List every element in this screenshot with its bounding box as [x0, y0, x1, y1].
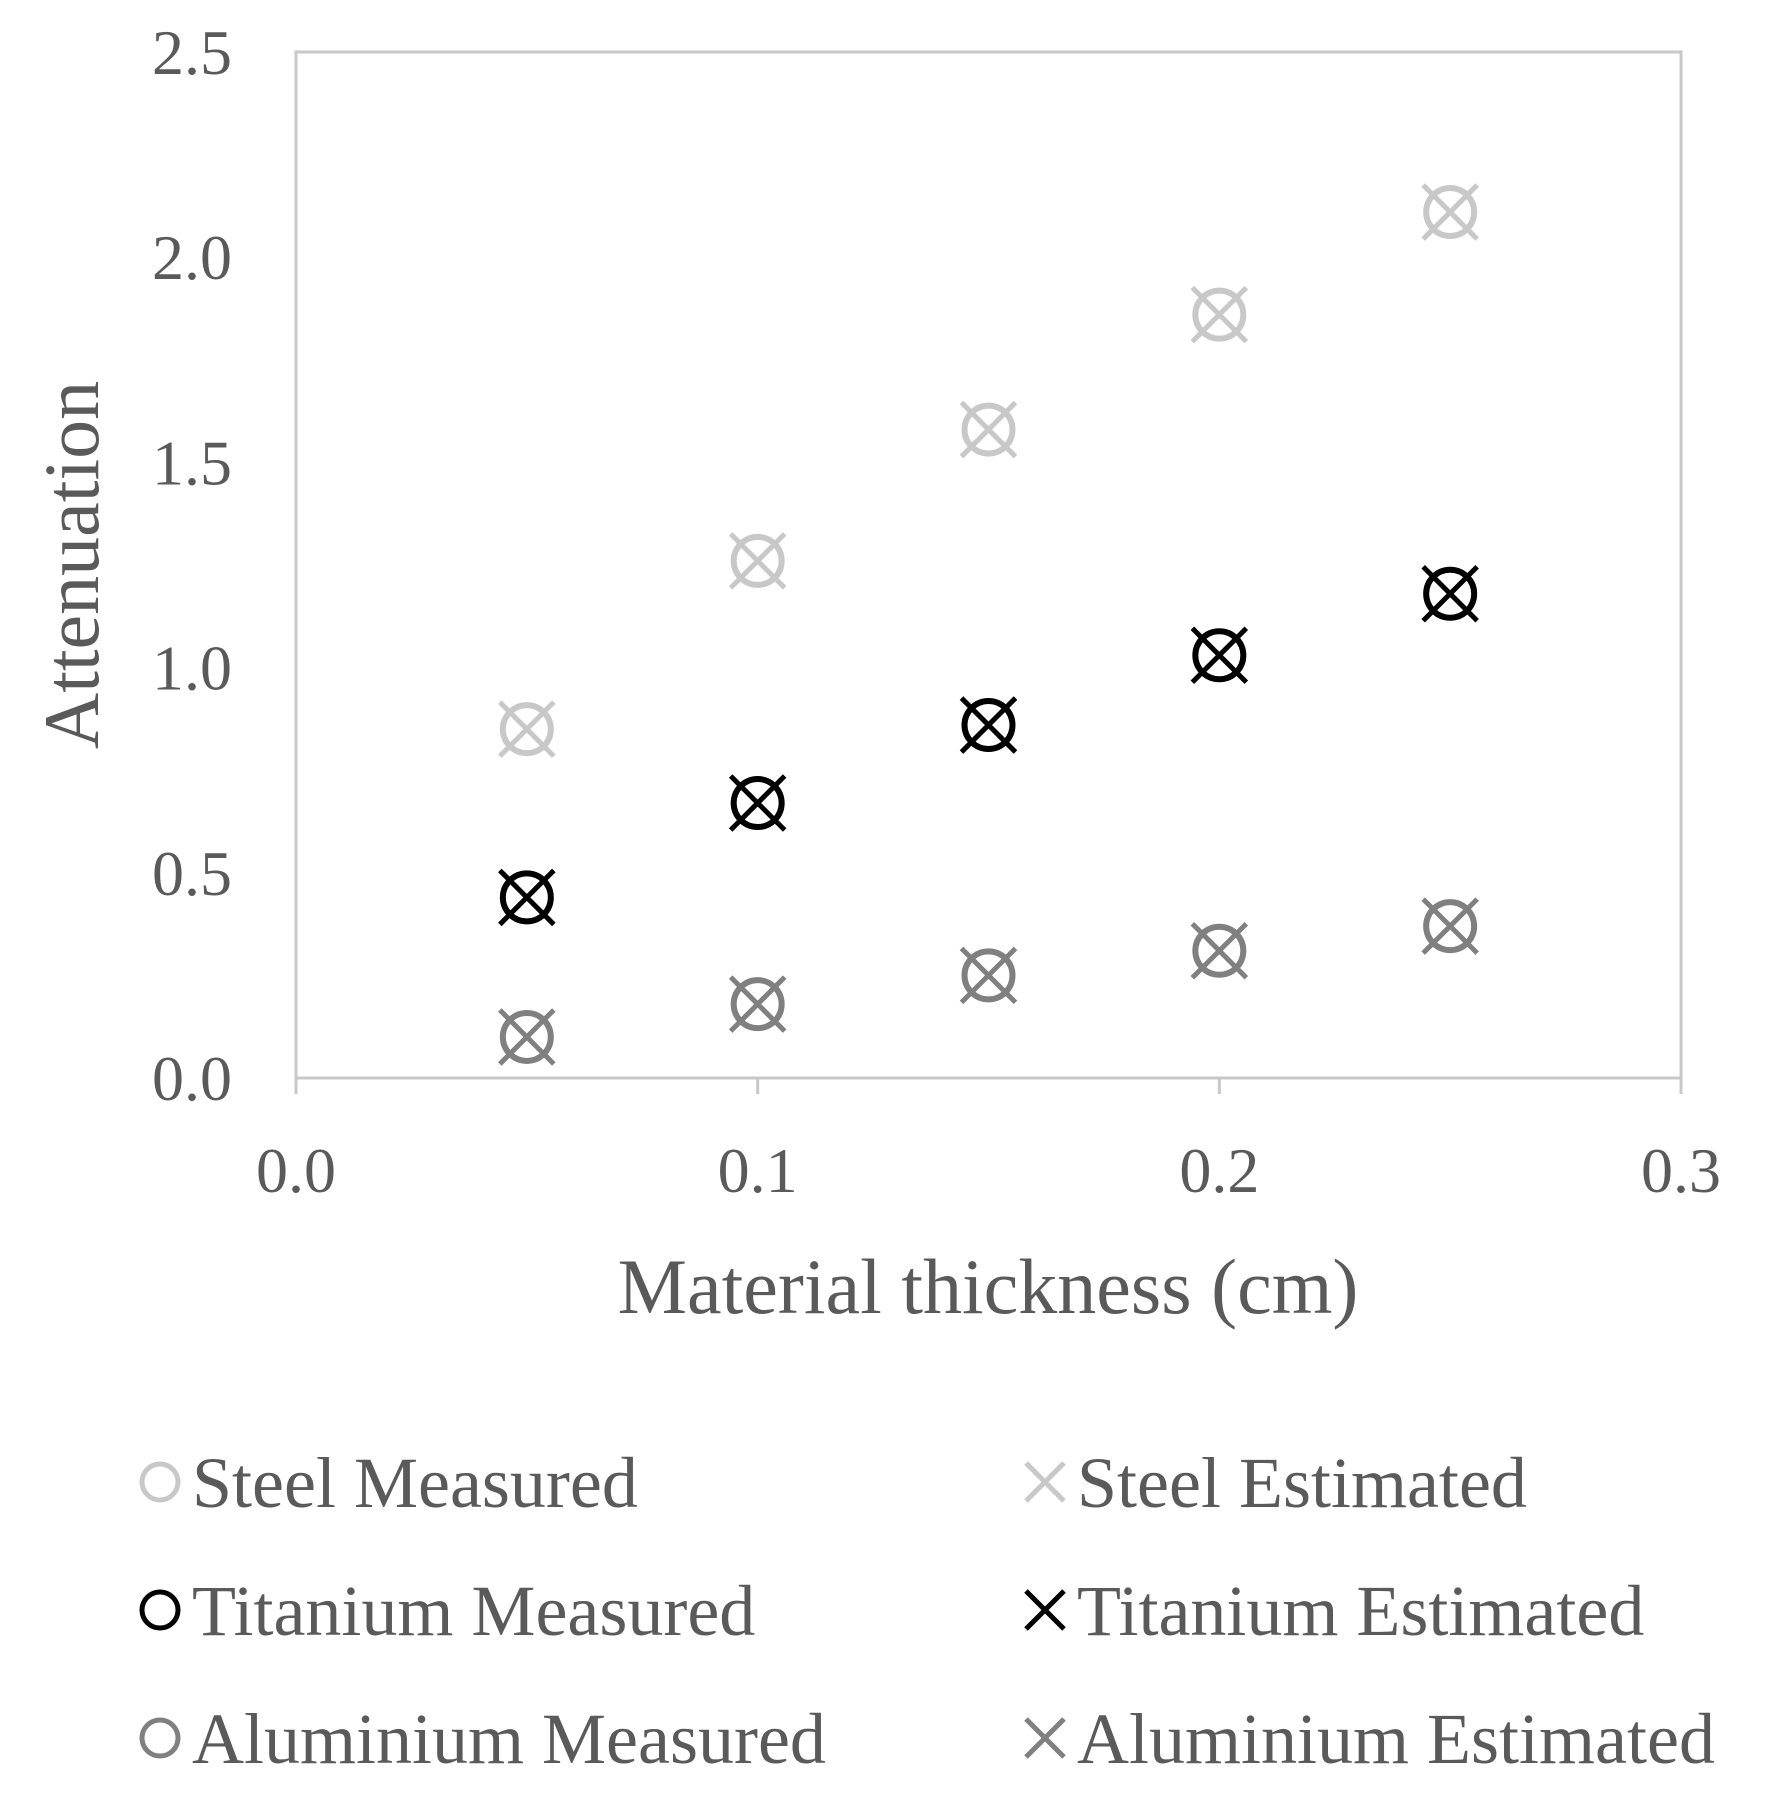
- legend: Steel Measured Steel Estimated Titanium Me…: [139, 1443, 1715, 1779]
- x-tick-label: 0.2: [1179, 1135, 1259, 1206]
- x-tick-label: 0.3: [1641, 1135, 1721, 1206]
- y-tick-label: 2.5: [152, 17, 232, 88]
- titanium-measured-point: [499, 870, 554, 925]
- legend-label-steel-measured: Steel Measured: [192, 1443, 638, 1523]
- steel-measured-point: [1423, 185, 1478, 240]
- titanium-measured-point: [961, 698, 1016, 753]
- steel-estimated-point: [1421, 183, 1479, 241]
- x-tick-label: 0.1: [718, 1135, 798, 1206]
- data-marks: [498, 183, 1479, 1066]
- x-axis-ticks: 0.0 0.1 0.2 0.3: [256, 1078, 1721, 1206]
- y-tick-label: 1.5: [152, 427, 232, 498]
- titanium-estimated-point: [1421, 564, 1479, 623]
- x-axis-title: Material thickness (cm): [618, 1243, 1359, 1330]
- titanium-measured-point: [1423, 566, 1478, 621]
- legend-marker-titanium-estimated: [1024, 1589, 1066, 1631]
- steel-estimated-point: [1190, 285, 1249, 344]
- aluminium-measured-point: [499, 1009, 554, 1064]
- y-tick-label: 0.0: [152, 1043, 232, 1114]
- steel-measured-point: [730, 533, 785, 588]
- y-tick-label: 1.0: [152, 633, 232, 704]
- titanium-measured-point: [1192, 628, 1247, 683]
- titanium-estimated-point: [1190, 626, 1249, 685]
- aluminium-estimated-point: [728, 975, 787, 1033]
- x-tick-label: 0.0: [256, 1135, 336, 1206]
- aluminium-measured-point: [1192, 923, 1247, 978]
- titanium-measured-point: [730, 776, 785, 831]
- plot-area-frame: [294, 50, 1683, 1080]
- aluminium-estimated-point: [1421, 897, 1479, 955]
- legend-marker-aluminium-estimated: [1024, 1717, 1066, 1759]
- y-tick-label: 2.0: [152, 222, 232, 293]
- aluminium-estimated-point: [959, 946, 1018, 1005]
- legend-marker-titanium-measured: [139, 1589, 181, 1631]
- steel-estimated-point: [728, 532, 787, 590]
- aluminium-measured-point: [1423, 899, 1478, 954]
- y-axis-title: Attenuation: [28, 381, 115, 749]
- legend-marker-steel-estimated: [1024, 1461, 1066, 1503]
- steel-estimated-point: [498, 700, 556, 758]
- aluminium-measured-point: [730, 977, 785, 1032]
- legend-label-titanium-estimated: Titanium Estimated: [1077, 1571, 1644, 1651]
- steel-measured-point: [961, 402, 1016, 457]
- aluminium-estimated-point: [1190, 922, 1249, 980]
- steel-estimated-point: [959, 400, 1018, 459]
- titanium-estimated-point: [728, 774, 787, 832]
- legend-marker-steel-measured: [139, 1461, 181, 1503]
- legend-marker-aluminium-measured: [139, 1717, 181, 1759]
- legend-label-steel-estimated: Steel Estimated: [1077, 1443, 1527, 1523]
- steel-measured-point: [1192, 287, 1247, 342]
- y-axis-ticks: 0.0 0.5 1.0 1.5 2.0 2.5: [152, 17, 232, 1114]
- steel-measured-point: [499, 702, 554, 757]
- y-tick-label: 0.5: [152, 838, 232, 909]
- aluminium-estimated-point: [498, 1008, 556, 1066]
- titanium-estimated-point: [498, 868, 556, 927]
- aluminium-measured-point: [961, 948, 1016, 1003]
- legend-label-titanium-measured: Titanium Measured: [192, 1571, 755, 1651]
- titanium-estimated-point: [959, 696, 1018, 754]
- legend-label-aluminium-estimated: Aluminium Estimated: [1077, 1699, 1715, 1779]
- legend-label-aluminium-measured: Aluminium Measured: [192, 1699, 826, 1779]
